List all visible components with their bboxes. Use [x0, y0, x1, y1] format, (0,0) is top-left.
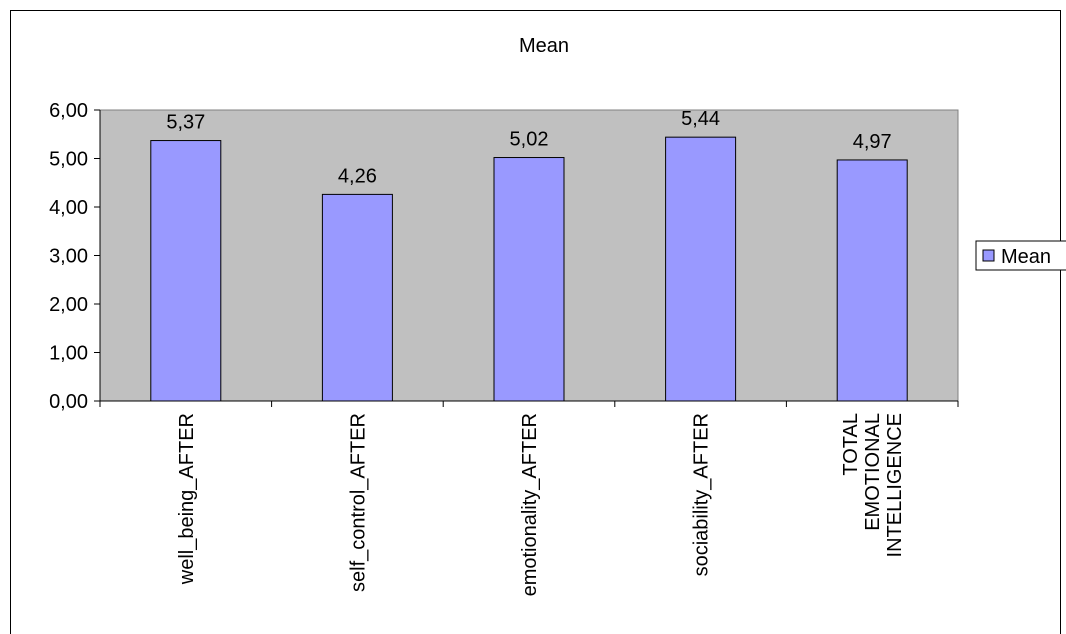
data-label: 5,37: [166, 112, 205, 134]
legend-swatch: [982, 249, 995, 262]
y-tick-label: 6,00: [49, 100, 88, 122]
bar: [321, 193, 393, 402]
data-label: 4,26: [338, 165, 377, 187]
y-tick-label: 4,00: [49, 197, 88, 219]
category-label-line: sociability_AFTER: [691, 413, 713, 576]
category-label-line: well_being_AFTER: [176, 413, 198, 585]
bar: [665, 136, 737, 402]
chart-title: Mean: [519, 35, 569, 57]
y-tick-label: 5,00: [49, 149, 88, 171]
bar: [493, 157, 565, 402]
category-label: sociability_AFTER: [691, 413, 713, 576]
y-tick-label: 0,00: [49, 391, 88, 413]
bar: [150, 140, 222, 402]
y-tick-label: 3,00: [49, 246, 88, 268]
data-label: 5,02: [510, 129, 549, 151]
data-label: 4,97: [853, 131, 892, 153]
category-label: emotionality_AFTER: [519, 413, 541, 596]
category-label-line: emotionality_AFTER: [519, 413, 541, 596]
category-label: self_control_AFTER: [347, 413, 369, 592]
legend-label: Mean: [1001, 246, 1051, 268]
bar: [836, 159, 908, 402]
data-label: 5,44: [681, 108, 720, 130]
category-label-line: INTELLIGENCE: [884, 413, 906, 557]
legend: Mean: [975, 240, 1066, 271]
y-tick-label: 1,00: [49, 343, 88, 365]
category-label-line: self_control_AFTER: [347, 413, 369, 592]
y-tick-label: 2,00: [49, 294, 88, 316]
category-label-line: TOTAL: [840, 413, 862, 476]
category-label: well_being_AFTER: [176, 413, 198, 585]
category-label-line: EMOTIONAL: [862, 413, 884, 531]
category-label: TOTAL EMOTIONAL INTELLIGENCE: [840, 413, 906, 557]
chart-frame: [10, 10, 1061, 634]
